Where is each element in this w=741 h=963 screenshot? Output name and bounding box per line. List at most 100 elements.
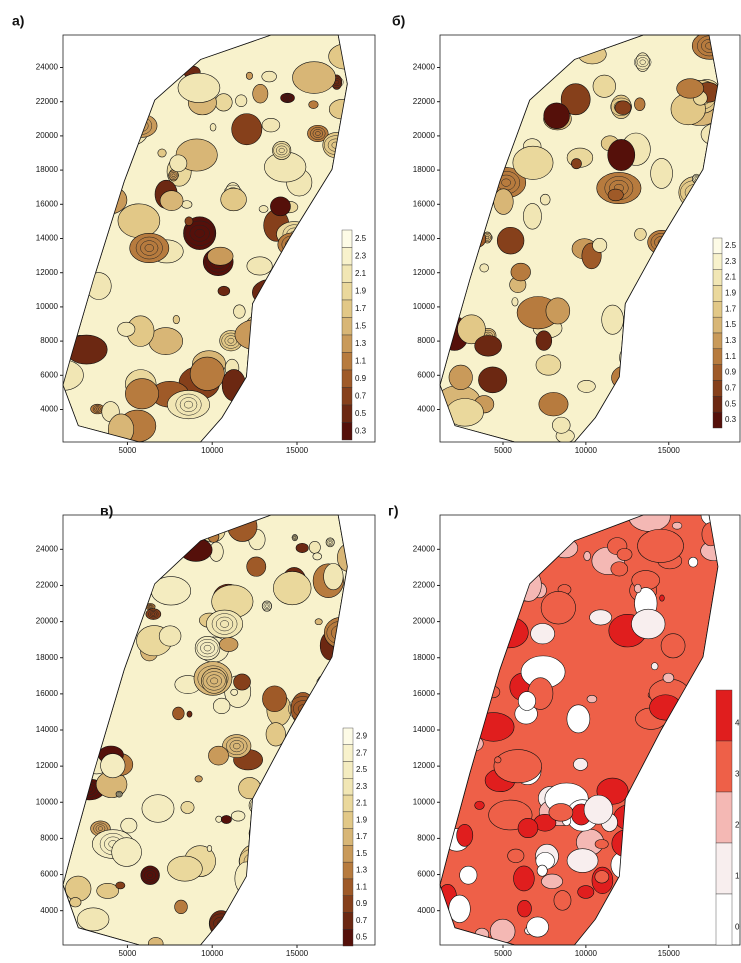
contour-line	[211, 613, 238, 635]
colorbar-band	[715, 689, 733, 742]
y-tick-label: 6000	[417, 870, 435, 879]
contour-patch	[206, 845, 213, 852]
contour-patch	[323, 563, 344, 591]
y-tick-label: 18000	[36, 165, 59, 174]
contour-line	[148, 609, 159, 619]
colorbar-band	[342, 828, 354, 846]
contour-line	[189, 224, 210, 242]
contour-patch	[457, 314, 486, 345]
contour-patch	[538, 392, 569, 417]
contour-patch	[607, 188, 624, 202]
y-tick-label: 14000	[36, 725, 59, 734]
colorbar-label: 1.5	[725, 320, 737, 329]
colorbar-label: 1.3	[356, 866, 368, 875]
contour-patch	[180, 801, 195, 814]
contour-line	[202, 671, 226, 691]
contour-line	[262, 602, 272, 611]
contour-patch	[145, 608, 162, 620]
contour-line	[501, 178, 511, 187]
y-tick-label: 22000	[413, 97, 436, 106]
contour-patch	[157, 148, 167, 158]
contour-patch	[272, 141, 292, 160]
contour-patch	[517, 900, 532, 918]
contour-patch	[230, 688, 239, 696]
contour-patch	[650, 158, 673, 189]
contour-patch	[125, 378, 160, 410]
contour-patch	[214, 93, 233, 112]
contour-patch	[246, 256, 273, 276]
contour-patch	[523, 203, 542, 230]
colorbar-band	[715, 740, 733, 793]
contour-patch	[212, 697, 231, 714]
contour-line	[149, 611, 157, 618]
contour-patch	[261, 70, 277, 83]
contour-patch	[672, 521, 683, 530]
y-tick-label: 16000	[36, 689, 59, 698]
contour-patch	[517, 691, 536, 711]
contour-patch	[545, 297, 571, 325]
contour-patch	[312, 552, 322, 561]
colorbar-band	[341, 404, 353, 423]
y-tick-label: 10000	[413, 797, 436, 806]
contour-patch	[589, 609, 612, 626]
contour-patch	[219, 637, 239, 652]
panel-label: в)	[100, 503, 113, 519]
panel-label: а)	[12, 13, 24, 29]
contour-patch	[577, 380, 596, 393]
contour-patch	[448, 364, 473, 390]
colorbar-label: 2.5	[725, 241, 737, 250]
contour-patch	[478, 366, 508, 394]
colorbar-label: 1.7	[355, 304, 367, 313]
contour-patch	[252, 84, 269, 104]
colorbar-label: 1.1	[725, 352, 737, 361]
contour-patch	[230, 810, 246, 822]
colorbar-label: 2.3	[725, 257, 737, 266]
colorbar-band	[341, 387, 353, 406]
contour-patch	[96, 883, 119, 899]
contour-patch	[207, 246, 234, 266]
colorbar-label: 1	[735, 871, 740, 880]
colorbar-band	[341, 247, 353, 266]
contour-patch	[217, 285, 231, 297]
x-tick-label: 10000	[201, 446, 224, 455]
contour-line	[94, 406, 101, 412]
colorbar-band	[342, 778, 354, 796]
colorbar-band	[342, 744, 354, 762]
colorbar-band	[342, 761, 354, 779]
contour-patch	[231, 113, 263, 146]
contour-patch	[493, 749, 542, 784]
contour-patch	[140, 865, 160, 885]
contour-patch	[159, 190, 184, 211]
contour-patch	[448, 894, 471, 923]
contour-line	[206, 674, 222, 688]
y-tick-label: 10000	[413, 302, 436, 311]
contour-patch	[601, 304, 624, 335]
y-tick-label: 16000	[413, 199, 436, 208]
contour-patch	[573, 757, 588, 771]
contour-line	[310, 127, 326, 140]
colorbar-band	[715, 842, 733, 895]
contour-line	[118, 793, 121, 796]
y-tick-label: 8000	[417, 336, 435, 345]
contour-line	[275, 145, 288, 156]
y-tick-label: 22000	[413, 581, 436, 590]
contour-patch	[174, 899, 188, 914]
contour-line	[151, 612, 156, 616]
contour-patch	[314, 618, 323, 626]
contour-line	[140, 240, 159, 256]
contour-patch	[511, 297, 519, 307]
contour-patch	[141, 794, 175, 823]
contour-patch	[222, 734, 252, 758]
y-tick-label: 20000	[413, 131, 436, 140]
contour-patch	[172, 314, 180, 325]
contour-line	[610, 97, 632, 116]
x-tick-label: 15000	[658, 949, 681, 958]
colorbar-band	[342, 727, 354, 745]
contour-line	[184, 220, 215, 246]
x-tick-label: 5000	[119, 949, 137, 958]
contour-patch	[129, 233, 170, 264]
colorbar-band	[342, 895, 354, 913]
contour-patch	[594, 870, 610, 884]
contour-patch	[337, 543, 348, 572]
contour-line	[233, 742, 241, 750]
